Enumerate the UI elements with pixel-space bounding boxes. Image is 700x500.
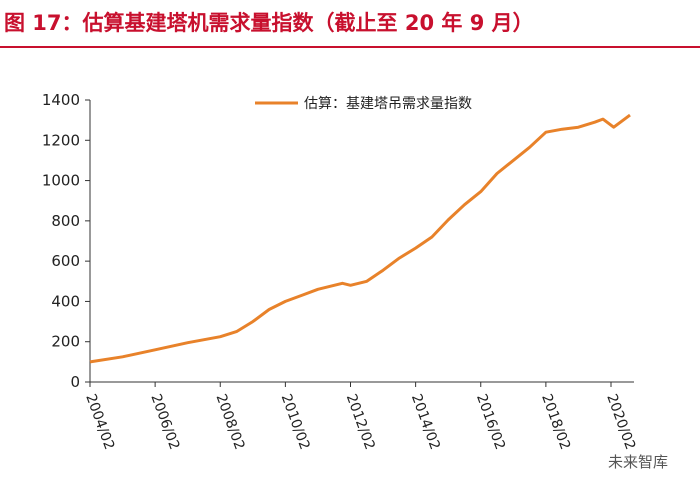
x-tick-label: 2010/02 (278, 392, 313, 452)
y-tick-label: 1400 (42, 91, 80, 109)
chart-title: 图 17：估算基建塔机需求量指数（截止至 20 年 9 月） (4, 11, 534, 35)
y-tick-label: 600 (51, 252, 80, 270)
y-tick-label: 1000 (42, 172, 80, 190)
x-tick-label: 2006/02 (147, 392, 182, 452)
y-tick-label: 0 (70, 373, 80, 391)
x-tick-label: 2004/02 (82, 392, 117, 452)
y-tick-label: 800 (51, 212, 80, 230)
x-tick-label: 2018/02 (538, 392, 573, 452)
x-tick-label: 2020/02 (603, 392, 638, 452)
x-tick-label: 2008/02 (212, 392, 247, 452)
x-tick-label: 2014/02 (408, 392, 443, 452)
watermark: 未来智库 (608, 453, 668, 471)
y-tick-label: 200 (51, 333, 80, 351)
y-tick-label: 400 (51, 292, 80, 310)
legend-label: 估算：基建塔吊需求量指数 (304, 95, 472, 112)
y-tick-label: 1200 (42, 131, 80, 149)
line-series (89, 113, 631, 364)
x-tick-label: 2012/02 (343, 392, 378, 452)
x-tick-label: 2016/02 (473, 392, 508, 452)
